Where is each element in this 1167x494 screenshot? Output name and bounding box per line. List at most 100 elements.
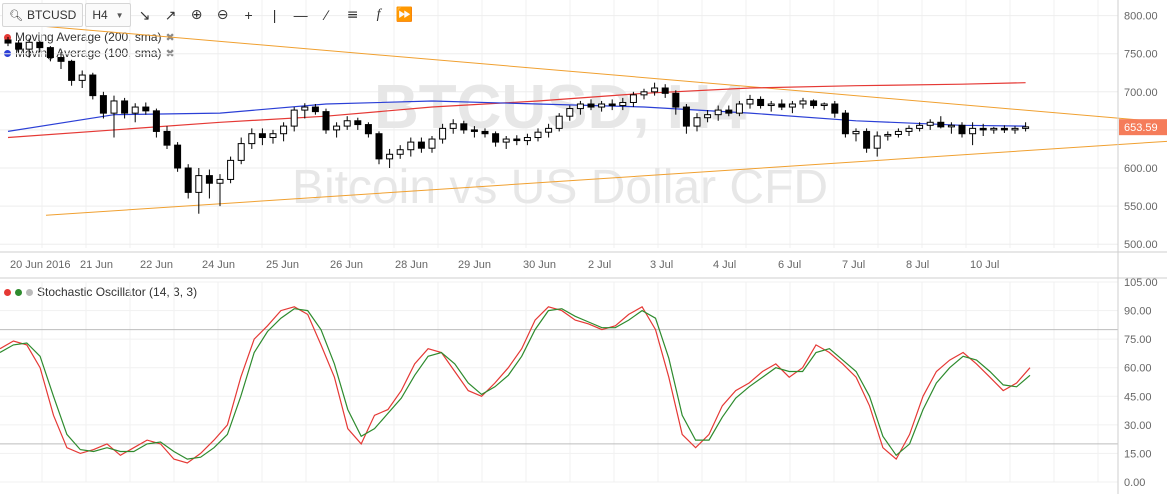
candle <box>831 100 839 118</box>
x-tick-label: 2016 <box>46 259 70 271</box>
candle-body <box>15 42 23 50</box>
candle-body <box>237 143 245 161</box>
trend-line-icon[interactable]: ∕ <box>325 7 328 23</box>
candle <box>947 122 955 134</box>
candle <box>1022 122 1030 132</box>
candle <box>36 40 44 53</box>
candle <box>364 122 372 138</box>
candle <box>439 123 447 144</box>
candle-body <box>534 131 542 139</box>
moving-averages <box>7 82 1026 139</box>
zoom-out-icon[interactable]: ⊖ <box>216 7 229 23</box>
zoom-in-icon[interactable]: ⊕ <box>190 7 203 23</box>
ma200-line <box>7 82 1026 139</box>
candle <box>555 113 563 132</box>
crosshair-icon[interactable]: + <box>244 7 253 23</box>
candle <box>396 145 404 159</box>
trendline-upper <box>7 22 1167 123</box>
candle-body <box>1022 126 1030 129</box>
x-tick-label: 4 Jul <box>713 259 736 271</box>
candle <box>205 169 213 199</box>
candle <box>25 38 33 58</box>
candle <box>545 123 553 138</box>
candle <box>227 156 235 184</box>
candle-body <box>682 106 690 127</box>
candle <box>873 131 881 157</box>
candle <box>407 137 415 157</box>
compare-icon[interactable]: ↘ <box>138 6 151 23</box>
candle <box>566 105 574 121</box>
candle-body <box>831 103 839 114</box>
candle <box>343 116 351 130</box>
candle-body <box>735 103 743 114</box>
candle-body <box>576 103 584 110</box>
fibonacci-icon[interactable]: ≡ <box>346 7 359 23</box>
stoch-k-color-dot <box>4 288 11 296</box>
candle-body <box>629 94 637 103</box>
x-tick-label: 24 Jun <box>202 259 235 271</box>
trendline-lower <box>45 140 1167 216</box>
function-icon[interactable]: f <box>376 7 381 22</box>
candle <box>841 110 849 138</box>
interval-selector[interactable]: H4 ▼ <box>85 3 131 27</box>
candle-body <box>598 103 606 108</box>
candle <box>926 119 934 130</box>
candle-body <box>820 103 828 107</box>
candlesticks <box>4 36 1030 214</box>
candle-body <box>396 149 404 155</box>
candle-body <box>142 106 150 112</box>
candle-body <box>227 159 235 180</box>
candle-body <box>110 100 118 114</box>
candle <box>767 100 775 112</box>
x-tick-label: 26 Jun <box>330 259 363 271</box>
stoch-d-line <box>0 308 1031 460</box>
fast-forward-icon[interactable]: ⏩ <box>395 7 414 23</box>
candle <box>820 102 828 111</box>
y-tick-label: 45.00 <box>1124 391 1152 403</box>
symbol-selector[interactable]: 🔍︎ BTCUSD <box>2 3 84 27</box>
candle <box>417 137 425 153</box>
candle <box>131 103 139 123</box>
candle <box>746 94 754 109</box>
x-tick-label: 10 Jul <box>970 259 999 271</box>
candle <box>969 122 977 146</box>
candle <box>237 137 245 165</box>
candle-body <box>301 106 309 111</box>
candle-body <box>619 101 627 107</box>
candle <box>121 97 129 119</box>
horizontal-line-icon[interactable]: — <box>293 7 308 23</box>
candle-body <box>25 41 33 50</box>
vertical-line-icon[interactable]: | <box>272 7 277 23</box>
x-tick-label: 29 Jun <box>458 259 491 271</box>
candle-body <box>1011 127 1019 131</box>
candle-body <box>502 138 510 143</box>
candle-body <box>375 133 383 160</box>
candle-body <box>746 98 754 105</box>
candle <box>682 104 690 134</box>
candle <box>386 148 394 168</box>
interval-label: H4 <box>92 8 108 22</box>
y-tick-label: 700.00 <box>1124 87 1158 99</box>
candle-body <box>492 133 500 143</box>
candle-body <box>863 130 871 149</box>
candle <box>619 97 627 111</box>
candle <box>523 133 531 146</box>
candle-body <box>545 127 553 133</box>
candle-body <box>725 109 733 114</box>
candle <box>757 96 765 109</box>
candle <box>661 84 669 98</box>
candle-body <box>36 41 44 49</box>
stoch-k-line <box>0 305 1031 464</box>
candle <box>163 126 171 149</box>
trend-lines <box>7 22 1167 216</box>
candle-body <box>428 138 436 149</box>
candle <box>788 100 796 114</box>
candle <box>958 122 966 138</box>
candle <box>492 131 500 147</box>
candle <box>152 108 160 138</box>
candle-body <box>449 123 457 129</box>
candle-body <box>757 98 765 107</box>
candle-body <box>704 114 712 119</box>
indicators-icon[interactable]: ↗ <box>164 6 177 23</box>
